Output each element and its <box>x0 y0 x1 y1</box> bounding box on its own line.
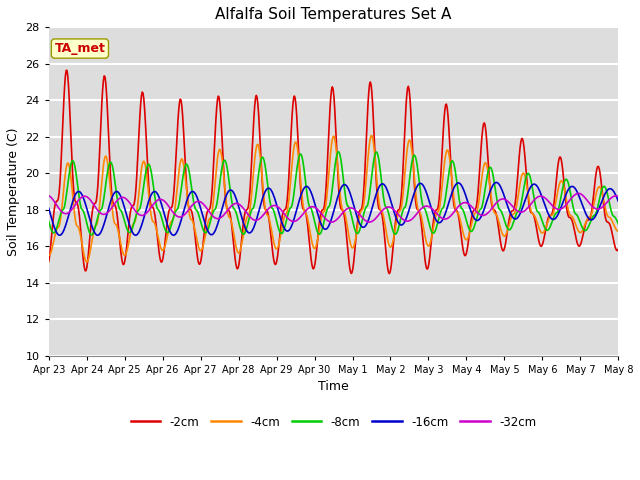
Title: Alfalfa Soil Temperatures Set A: Alfalfa Soil Temperatures Set A <box>215 7 452 22</box>
X-axis label: Time: Time <box>318 380 349 393</box>
Text: TA_met: TA_met <box>54 42 106 55</box>
Y-axis label: Soil Temperature (C): Soil Temperature (C) <box>7 127 20 256</box>
Legend: -2cm, -4cm, -8cm, -16cm, -32cm: -2cm, -4cm, -8cm, -16cm, -32cm <box>126 411 541 433</box>
